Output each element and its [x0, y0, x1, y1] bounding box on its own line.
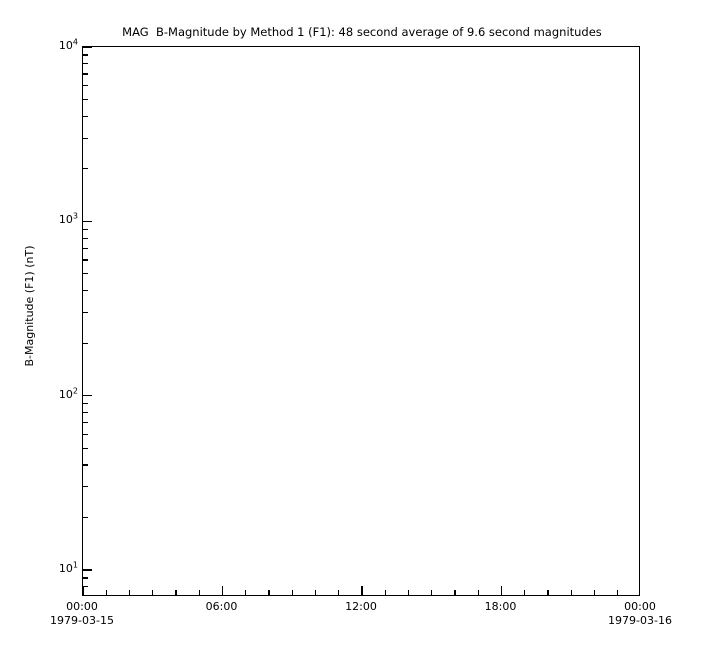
y-tick-minor [83, 290, 88, 292]
x-tick-minor [338, 590, 340, 595]
y-tick-minor [83, 85, 88, 87]
x-tick-label: 18:00 [421, 600, 581, 614]
x-tick-label-time: 00:00 [624, 600, 656, 613]
y-tick-minor [83, 447, 88, 449]
y-tick-label-base: 10 [58, 387, 73, 401]
y-tick-label: 104 [34, 37, 78, 52]
x-tick-major [83, 586, 84, 595]
x-tick-minor [477, 590, 479, 595]
x-tick-major [500, 586, 503, 595]
y-tick-minor [83, 311, 88, 314]
x-tick-minor [384, 590, 386, 595]
x-tick-label-time: 06:00 [205, 600, 238, 613]
x-axis-tick-labels: 00:00 1979-03-15 06:00 12:00 18:00 00:00 1979-… [50, 600, 672, 650]
x-tick-label-time: 12:00 [345, 600, 377, 613]
y-tick-label-base: 10 [58, 39, 73, 52]
y-tick-label: 101 [34, 560, 78, 575]
y-tick-minor [83, 403, 88, 405]
x-tick-minor [547, 590, 549, 595]
y-tick-minor [83, 168, 88, 170]
x-tick-label-time: 00:00 [66, 600, 98, 613]
x-tick-minor [291, 590, 293, 595]
x-tick-minor [570, 590, 572, 595]
y-tick-label-exponent: 3 [72, 211, 78, 221]
y-tick-minor [83, 577, 88, 579]
x-tick-minor [431, 590, 433, 595]
y-tick-label-exponent: 2 [72, 386, 78, 395]
y-tick-major [83, 220, 92, 223]
y-tick-label-base: 10 [58, 213, 73, 227]
y-tick-minor [83, 464, 88, 466]
x-tick-label-time: 18:00 [484, 600, 517, 613]
plot-frame [82, 46, 640, 596]
y-tick-minor [83, 433, 88, 435]
y-tick-label-exponent: 1 [72, 560, 78, 570]
y-tick-minor [83, 516, 88, 519]
y-tick-minor [83, 137, 88, 139]
x-tick-minor [524, 590, 526, 595]
x-tick-label: 12:00 [281, 600, 441, 614]
y-tick-minor [83, 115, 88, 117]
y-tick-minor [83, 342, 88, 344]
y-tick-major [83, 394, 92, 397]
y-tick-label: 103 [34, 211, 78, 227]
y-tick-minor [83, 228, 88, 230]
x-tick-minor [175, 590, 177, 595]
y-tick-minor [83, 98, 88, 101]
x-tick-minor [454, 590, 456, 595]
x-tick-minor [245, 590, 247, 595]
x-tick-minor [268, 590, 270, 595]
x-tick-minor [128, 590, 131, 595]
x-tick-minor [407, 590, 410, 595]
y-tick-minor [83, 411, 88, 414]
data-series-layer [83, 47, 639, 595]
y-tick-minor [83, 273, 88, 275]
y-tick-minor [83, 237, 88, 239]
x-tick-minor [152, 590, 154, 595]
x-tick-label: 06:00 [142, 600, 302, 614]
y-tick-minor [83, 422, 88, 424]
y-tick-label: 102 [34, 386, 78, 401]
x-tick-label-date: 1979-03-15 [50, 613, 114, 627]
x-tick-minor [105, 590, 107, 595]
x-tick-minor [617, 590, 619, 595]
x-tick-minor [198, 590, 200, 595]
y-tick-minor [83, 247, 88, 249]
y-tick-minor [83, 259, 88, 261]
y-tick-major [83, 569, 92, 571]
y-tick-minor [83, 73, 88, 75]
x-tick-label-date: 1979-03-16 [608, 613, 672, 627]
y-axis-tick-labels: 101 102 103 104 [26, 38, 78, 596]
y-tick-label-base: 10 [58, 561, 73, 575]
x-tick-label: 00:00 1979-03-15 [2, 600, 162, 627]
y-tick-minor [83, 486, 88, 488]
x-tick-minor [593, 590, 596, 595]
x-tick-minor [314, 590, 317, 595]
x-tick-major [361, 586, 363, 595]
y-tick-minor [83, 54, 88, 56]
y-tick-minor [83, 63, 88, 65]
y-tick-minor [83, 586, 88, 588]
chart-title: MAG B-Magnitude by Method 1 (F1): 48 sec… [122, 25, 602, 39]
x-tick-label: 00:00 1979-03-16 [560, 600, 720, 627]
plot-area [83, 47, 639, 595]
y-tick-label-exponent: 4 [72, 37, 78, 47]
y-tick-major [83, 47, 92, 48]
x-tick-major [221, 586, 224, 595]
